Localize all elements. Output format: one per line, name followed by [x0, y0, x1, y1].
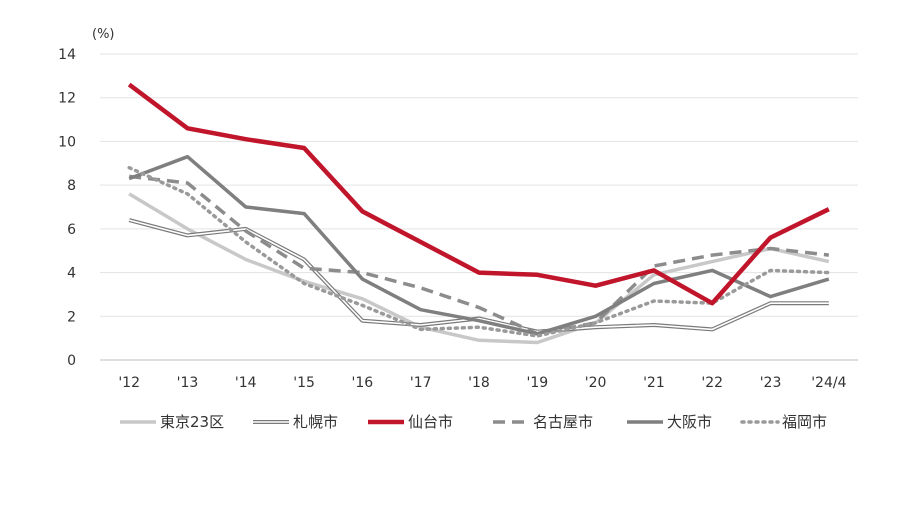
- y-tick-label: 12: [58, 91, 76, 107]
- y-tick-label: 14: [58, 47, 76, 63]
- legend-label: 名古屋市: [533, 413, 593, 431]
- y-tick-label: 4: [67, 266, 76, 282]
- series-line: [127, 82, 830, 306]
- series-6: [127, 165, 831, 338]
- series-5: [128, 154, 830, 336]
- series-4: [129, 174, 829, 336]
- legend-entry: 大阪市: [627, 413, 712, 431]
- legend: 東京23区 札幌市 仙台市 名古屋市 大阪市 福岡市: [120, 413, 827, 431]
- legend-label: 仙台市: [408, 413, 453, 431]
- x-tick-label: '16: [352, 375, 374, 391]
- y-tick-label: 6: [67, 222, 76, 238]
- x-tick-label: '14: [235, 375, 257, 391]
- legend-entry: 福岡市: [740, 413, 827, 431]
- x-tick-label: '17: [410, 375, 432, 391]
- x-tick-label: '13: [177, 375, 199, 391]
- y-tick-label: 0: [67, 353, 76, 369]
- x-tick-label: '18: [468, 375, 490, 391]
- x-tick-label: '20: [585, 375, 607, 391]
- legend-label: 大阪市: [667, 413, 712, 431]
- series-line: [128, 154, 830, 336]
- legend-entry: 名古屋市: [493, 413, 593, 431]
- series-line: [128, 192, 830, 345]
- x-tick-label: '22: [701, 375, 723, 391]
- x-tick-label: '21: [643, 375, 665, 391]
- x-tick-label: '12: [118, 375, 140, 391]
- y-unit-label: (%): [92, 27, 115, 42]
- x-tick-label: '19: [526, 375, 548, 391]
- series-2: [128, 218, 829, 334]
- x-tick-label: '24/4: [811, 375, 846, 391]
- series-line-inner: [128, 219, 829, 333]
- legend-label: 札幌市: [293, 413, 338, 431]
- legend-entry: 仙台市: [368, 413, 453, 431]
- y-tick-label: 2: [67, 309, 76, 325]
- legend-entry: 東京23区: [120, 413, 224, 431]
- x-tick-label: '15: [293, 375, 315, 391]
- y-tick-label: 10: [58, 134, 76, 150]
- x-axis-ticks: '12 '13 '14 '15 '16 '17 '18 '19 '20 '21 '22 '23 '24/…: [118, 375, 846, 391]
- series-3: [127, 82, 830, 306]
- series-lines: [127, 82, 831, 345]
- series-line: [127, 165, 831, 338]
- x-tick-label: '23: [760, 375, 782, 391]
- series-line: [129, 174, 829, 336]
- y-axis-ticks: 0 2 4 6 8 10 12 14: [58, 47, 76, 369]
- legend-entry: 札幌市: [253, 413, 338, 431]
- series-1: [128, 192, 830, 345]
- y-tick-label: 8: [67, 178, 76, 194]
- legend-label: 東京23区: [160, 413, 224, 431]
- legend-label: 福岡市: [782, 413, 827, 431]
